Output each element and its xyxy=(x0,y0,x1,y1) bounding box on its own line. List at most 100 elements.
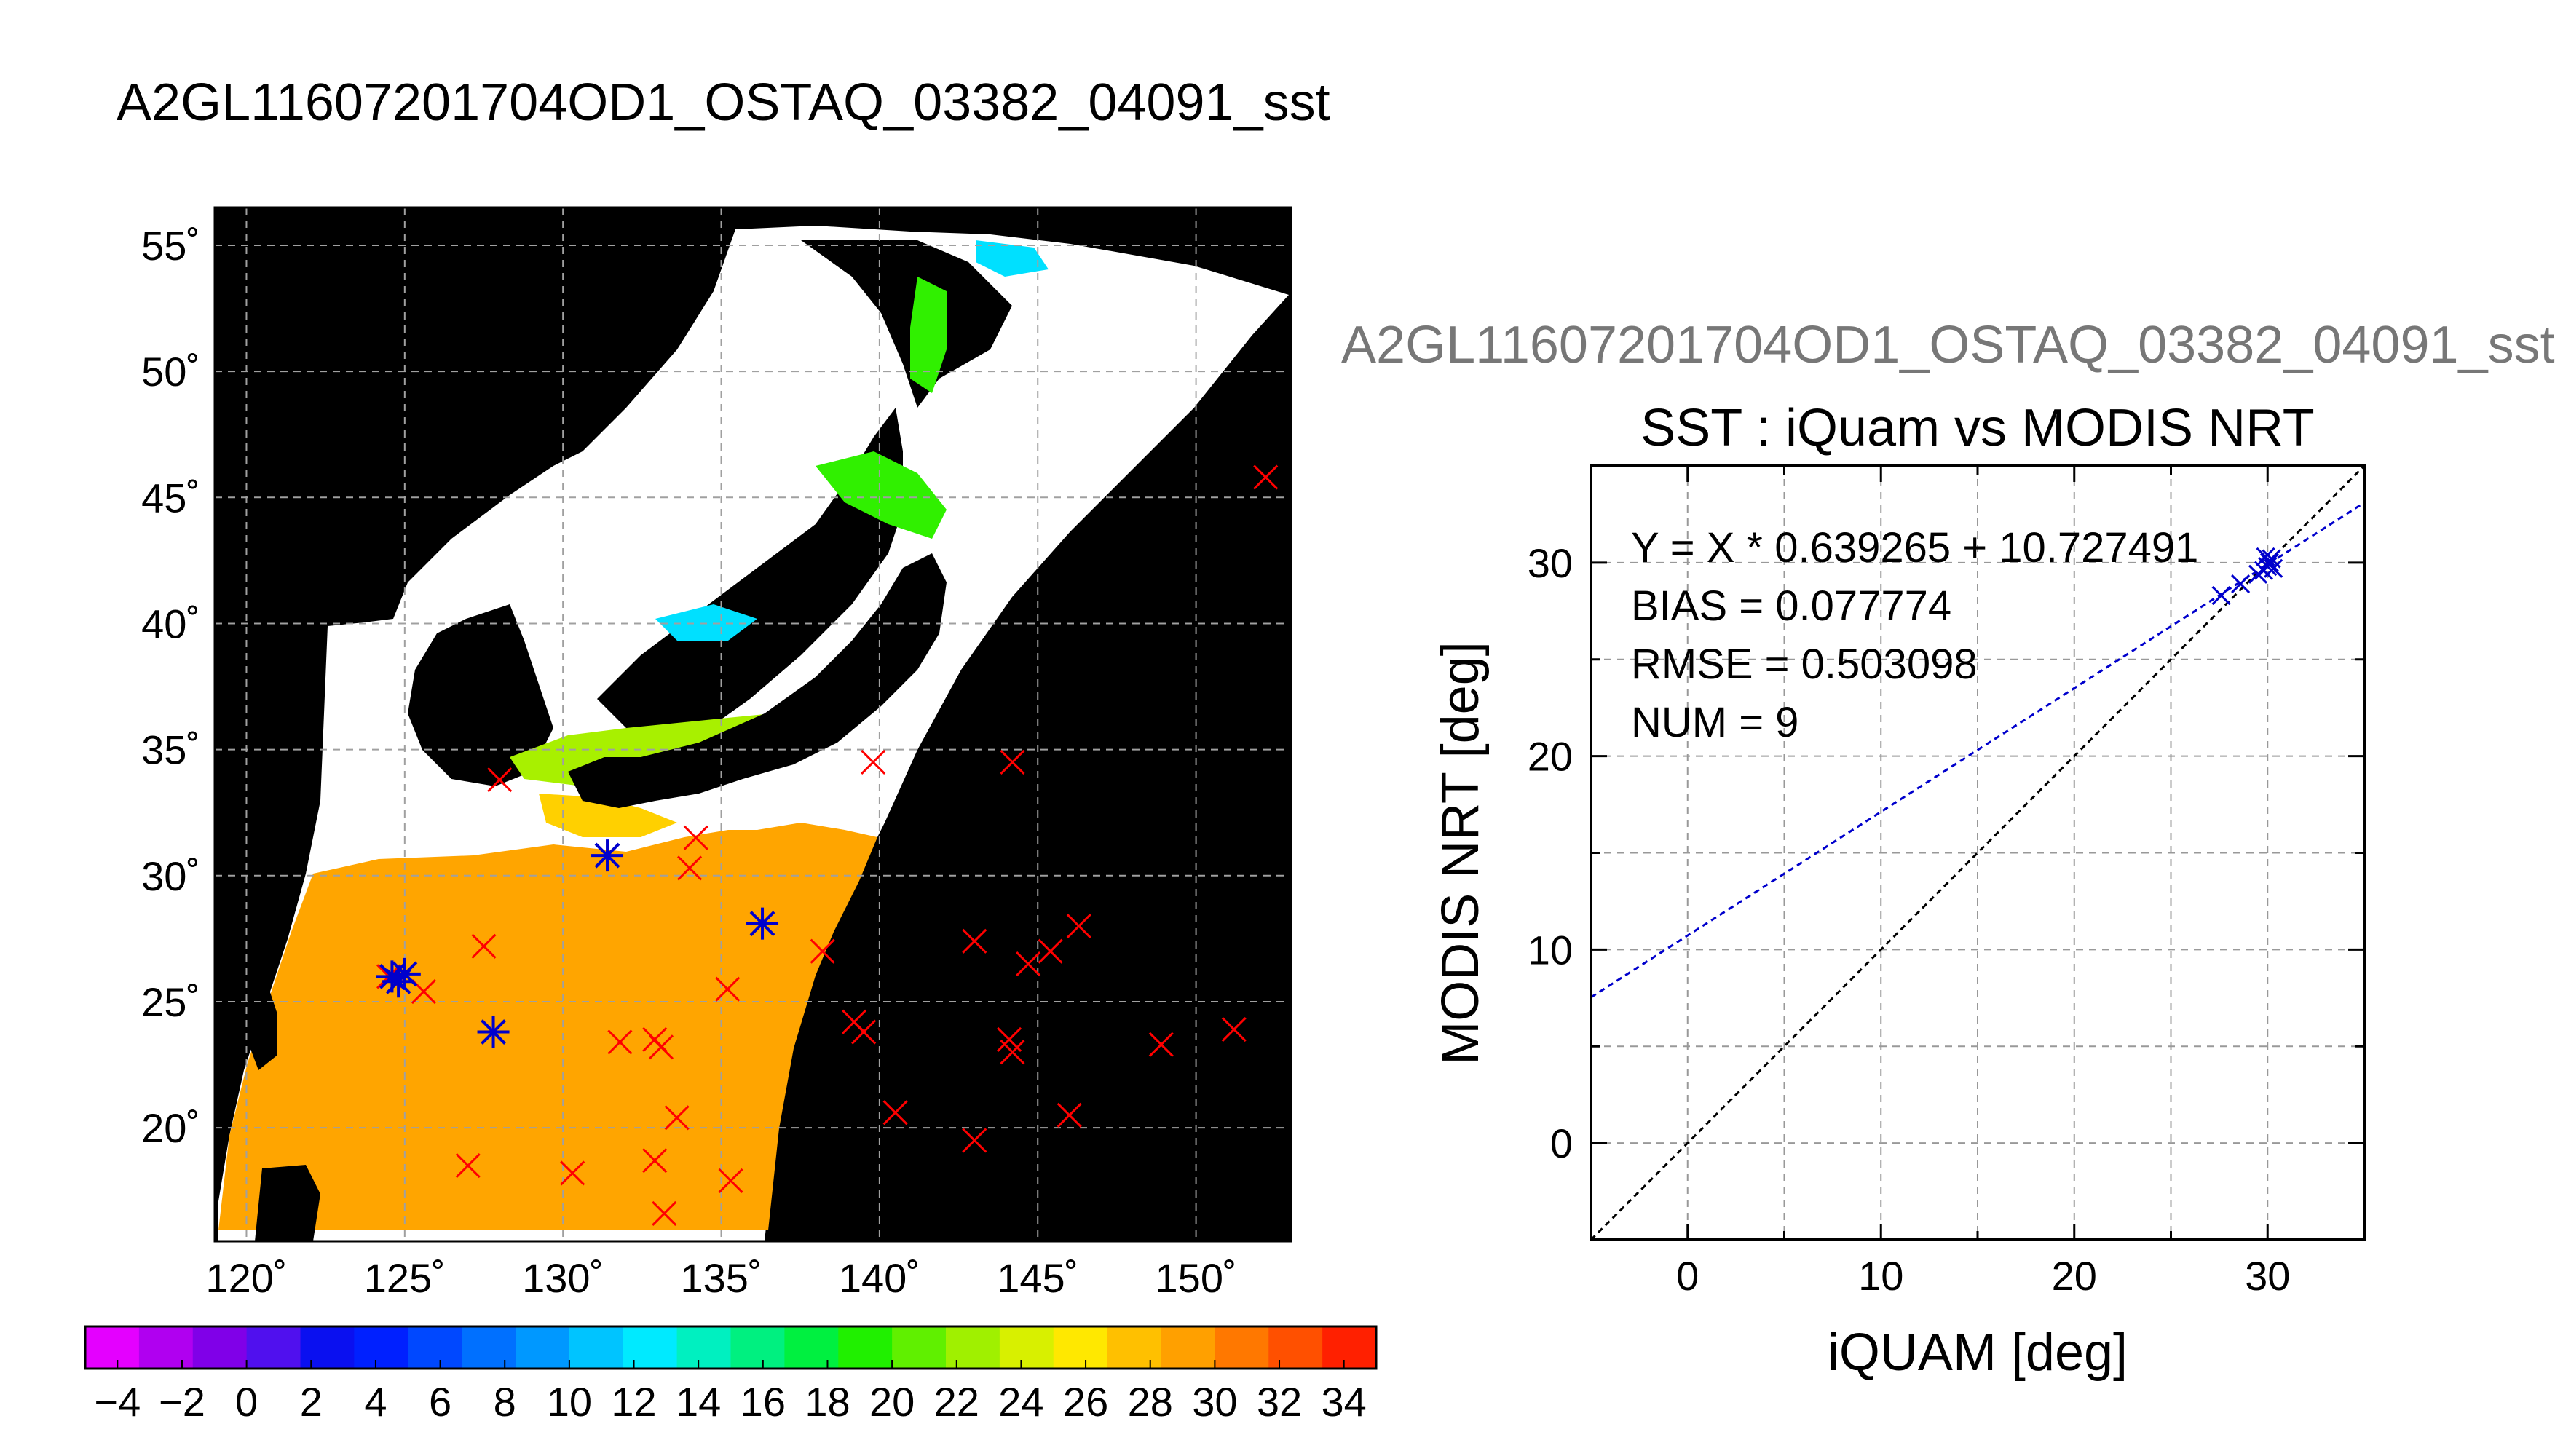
scatter-frame xyxy=(1590,464,2366,1241)
scatter-x-tick-label: 20 xyxy=(2052,1253,2097,1299)
colorbar-cell xyxy=(85,1326,140,1369)
buoy-marker xyxy=(962,1128,987,1153)
colorbar-cell xyxy=(1268,1326,1324,1369)
buoy-marker xyxy=(1000,749,1025,775)
buoy-marker xyxy=(560,1160,585,1186)
colorbar-cell xyxy=(784,1326,840,1369)
colorbar-cell xyxy=(730,1326,786,1369)
fit-line xyxy=(1591,502,2364,999)
colorbar-cell xyxy=(999,1326,1054,1369)
scatter-stats: Y = X * 0.639265 + 10.727491 BIAS = 0.077… xyxy=(1631,524,2198,746)
scatter-point xyxy=(2256,547,2275,566)
colorbar-tick-label: 18 xyxy=(805,1379,850,1425)
colorbar-cell xyxy=(623,1326,678,1369)
buoy-marker xyxy=(471,933,497,959)
scatter-y-tick-label: 0 xyxy=(1550,1120,1573,1166)
map-lon-tick-label: 150˚ xyxy=(1156,1255,1237,1301)
scatter-x-tick-label: 30 xyxy=(2245,1253,2290,1299)
colorbar-cell xyxy=(354,1326,409,1369)
scatter-stat-line: NUM = 9 xyxy=(1631,699,1798,746)
map-lon-tick-label: 130˚ xyxy=(522,1255,604,1301)
map-lat-tick-label: 35˚ xyxy=(141,727,200,773)
sst-green-patch-sakhalin xyxy=(910,277,947,393)
map-gridlines xyxy=(215,207,1291,1241)
colorbar-tick-label: 6 xyxy=(429,1379,451,1425)
sst-warm-region xyxy=(218,823,877,1230)
scatter-point xyxy=(2231,574,2251,594)
buoy-marker xyxy=(851,1019,877,1045)
colorbar: −4 −2 0 2 4 6 8 10 12 14 16 18 20 22 24 26 28 30 32 34 xyxy=(84,1325,1378,1425)
map-lat-tick-label: 45˚ xyxy=(141,475,200,521)
luzon xyxy=(255,1165,320,1241)
map-lon-tick-label: 125˚ xyxy=(364,1255,446,1301)
colorbar-cell xyxy=(569,1326,624,1369)
scatter-y-tick-label: 10 xyxy=(1528,927,1573,973)
map-lon-tick-label: 145˚ xyxy=(997,1255,1078,1301)
buoy-marker xyxy=(676,855,703,881)
buoy-marker xyxy=(962,928,987,954)
map-lon-tick-label: 120˚ xyxy=(205,1255,287,1301)
map-lat-tick-label: 20˚ xyxy=(141,1105,200,1151)
colorbar-frame xyxy=(84,1325,1378,1370)
map-panel: 120˚ 125˚ 130˚ 135˚ 140˚ 145˚ 150˚ 55˚ 50˚ 45˚ 40˚… xyxy=(141,206,1292,1301)
sst-cyan-patch xyxy=(655,604,757,641)
colorbar-cell xyxy=(462,1326,516,1369)
map-lon-tick-label: 140˚ xyxy=(839,1255,920,1301)
colorbar-tick-label: 30 xyxy=(1192,1379,1237,1425)
colorbar-cell xyxy=(300,1326,355,1369)
buoy-marker xyxy=(1253,464,1279,490)
colorbar-cell xyxy=(946,1326,1000,1369)
colorbar-tick-label: 22 xyxy=(934,1379,979,1425)
map-tick-labels: 120˚ 125˚ 130˚ 135˚ 140˚ 145˚ 150˚ 55˚ 50˚ 45˚ 40˚… xyxy=(141,223,1237,1301)
colorbar-cell xyxy=(892,1326,947,1369)
buoy-marker xyxy=(810,938,835,964)
scatter-y-tick-label: 20 xyxy=(1528,734,1573,780)
colorbar-tick-label: 0 xyxy=(235,1379,258,1425)
colorbar-tick-labels: −4 −2 0 2 4 6 8 10 12 14 16 18 20 22 24 26 28 30 32 34 xyxy=(94,1360,1367,1425)
scatter-stat-line: RMSE = 0.503098 xyxy=(1631,641,1978,688)
colorbar-cell xyxy=(1161,1326,1216,1369)
buoy-marker xyxy=(1221,1017,1247,1042)
matchup-marker xyxy=(746,907,779,940)
colorbar-tick-label: 10 xyxy=(547,1379,592,1425)
colorbar-cell xyxy=(246,1326,301,1369)
scatter-point xyxy=(2259,553,2279,572)
buoy-marker xyxy=(861,749,886,775)
colorbar-tick-label: 34 xyxy=(1322,1379,1367,1425)
page-title: A2GL11607201704OD1_OSTAQ_03382_04091_sst xyxy=(117,74,1330,132)
scatter-panel: A2GL11607201704OD1_OSTAQ_03382_04091_sst… xyxy=(1341,316,2555,1382)
colorbar-cell xyxy=(1107,1326,1162,1369)
buoy-marker xyxy=(652,1200,677,1226)
scatter-points xyxy=(2211,547,2283,606)
colorbar-cell xyxy=(138,1326,194,1369)
scatter-x-tick-label: 10 xyxy=(1858,1253,1903,1299)
japan-main-islands xyxy=(568,553,947,808)
map-markers xyxy=(376,464,1279,1226)
buoy-marker xyxy=(1000,1040,1025,1065)
colorbar-tick-label: 26 xyxy=(1063,1379,1108,1425)
colorbar-cell xyxy=(1322,1326,1377,1369)
colorbar-tick-label: 2 xyxy=(300,1379,323,1425)
buoy-marker xyxy=(664,1105,690,1131)
buoy-marker xyxy=(882,1100,908,1125)
map-lat-tick-label: 55˚ xyxy=(141,223,200,269)
pacific-nodata xyxy=(961,546,1107,721)
colorbar-tick-label: 8 xyxy=(494,1379,516,1425)
matchup-marker xyxy=(477,1016,510,1048)
colorbar-cell xyxy=(838,1326,893,1369)
colorbar-tick-label: 20 xyxy=(869,1379,915,1425)
buoy-marker xyxy=(1016,951,1041,977)
yellow-sea xyxy=(408,604,553,786)
buoy-marker xyxy=(1148,1032,1174,1057)
sst-yellow-band xyxy=(539,794,677,837)
colorbar-tick-label: −4 xyxy=(94,1379,141,1425)
buoy-marker xyxy=(1057,1102,1082,1128)
identity-line xyxy=(1591,466,2364,1240)
colorbar-tick-label: 32 xyxy=(1257,1379,1302,1425)
scatter-title: SST : iQuam vs MODIS NRT xyxy=(1640,399,2315,457)
scatter-stat-line: Y = X * 0.639265 + 10.727491 xyxy=(1631,524,2198,571)
map-frame xyxy=(213,206,1292,1243)
colorbar-tick-label: 12 xyxy=(611,1379,656,1425)
scatter-panel-label: A2GL11607201704OD1_OSTAQ_03382_04091_sst xyxy=(1341,316,2555,374)
colorbar-cell xyxy=(1053,1326,1108,1369)
